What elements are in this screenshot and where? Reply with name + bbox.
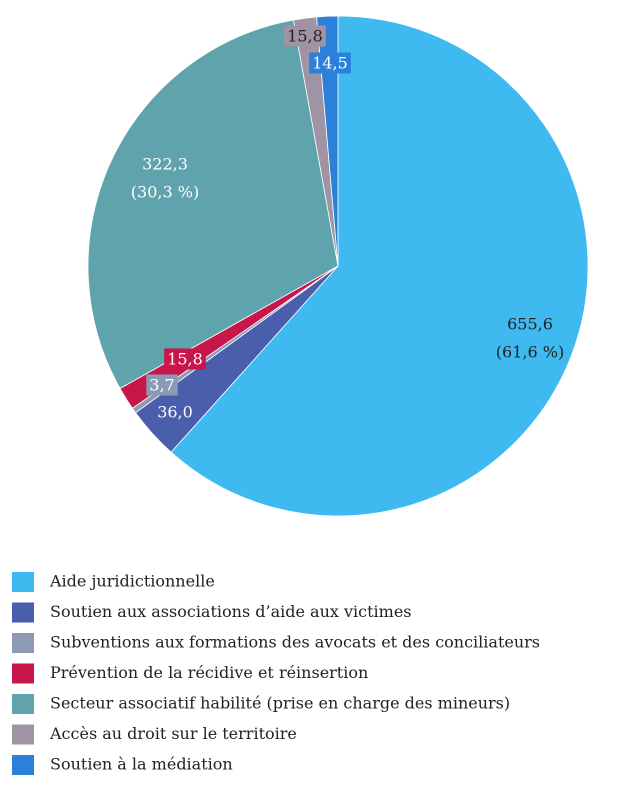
legend-swatch <box>12 633 34 653</box>
legend-label: Soutien à la médiation <box>50 755 233 774</box>
legend-label: Subventions aux formations des avocats e… <box>50 633 540 652</box>
legend-label: Accès au droit sur le territoire <box>49 724 297 743</box>
data-label: 322,3 <box>142 155 188 174</box>
legend-swatch <box>12 694 34 714</box>
pie-slice <box>170 15 589 517</box>
data-label: 36,0 <box>157 403 193 422</box>
label-box <box>164 348 206 370</box>
legend-swatch <box>12 663 34 684</box>
data-label: 15,8 <box>287 27 323 46</box>
legend-label: Secteur associatif habilité (prise en ch… <box>50 694 510 713</box>
data-label: 15,8 <box>167 350 203 369</box>
share-label: (30,3 %) <box>131 183 199 202</box>
legend-swatch <box>12 755 34 775</box>
legend-label: Aide juridictionnelle <box>49 572 215 591</box>
label-box <box>146 374 178 396</box>
legend-label: Prévention de la récidive et réinsertion <box>50 663 368 682</box>
legend-swatch <box>12 602 34 623</box>
label-box <box>309 52 351 74</box>
data-label: 3,7 <box>149 376 174 395</box>
data-label: 14,5 <box>312 54 348 73</box>
pie-slice <box>87 19 339 390</box>
share-label: (61,6 %) <box>496 343 564 362</box>
label-box <box>154 401 196 423</box>
pie-slice <box>316 15 339 267</box>
data-label: 655,6 <box>507 315 553 334</box>
legend-swatch <box>12 572 34 592</box>
legend-label: Soutien aux associations d’aide aux vict… <box>50 602 412 621</box>
label-box <box>284 25 326 47</box>
legend-swatch <box>12 724 34 745</box>
